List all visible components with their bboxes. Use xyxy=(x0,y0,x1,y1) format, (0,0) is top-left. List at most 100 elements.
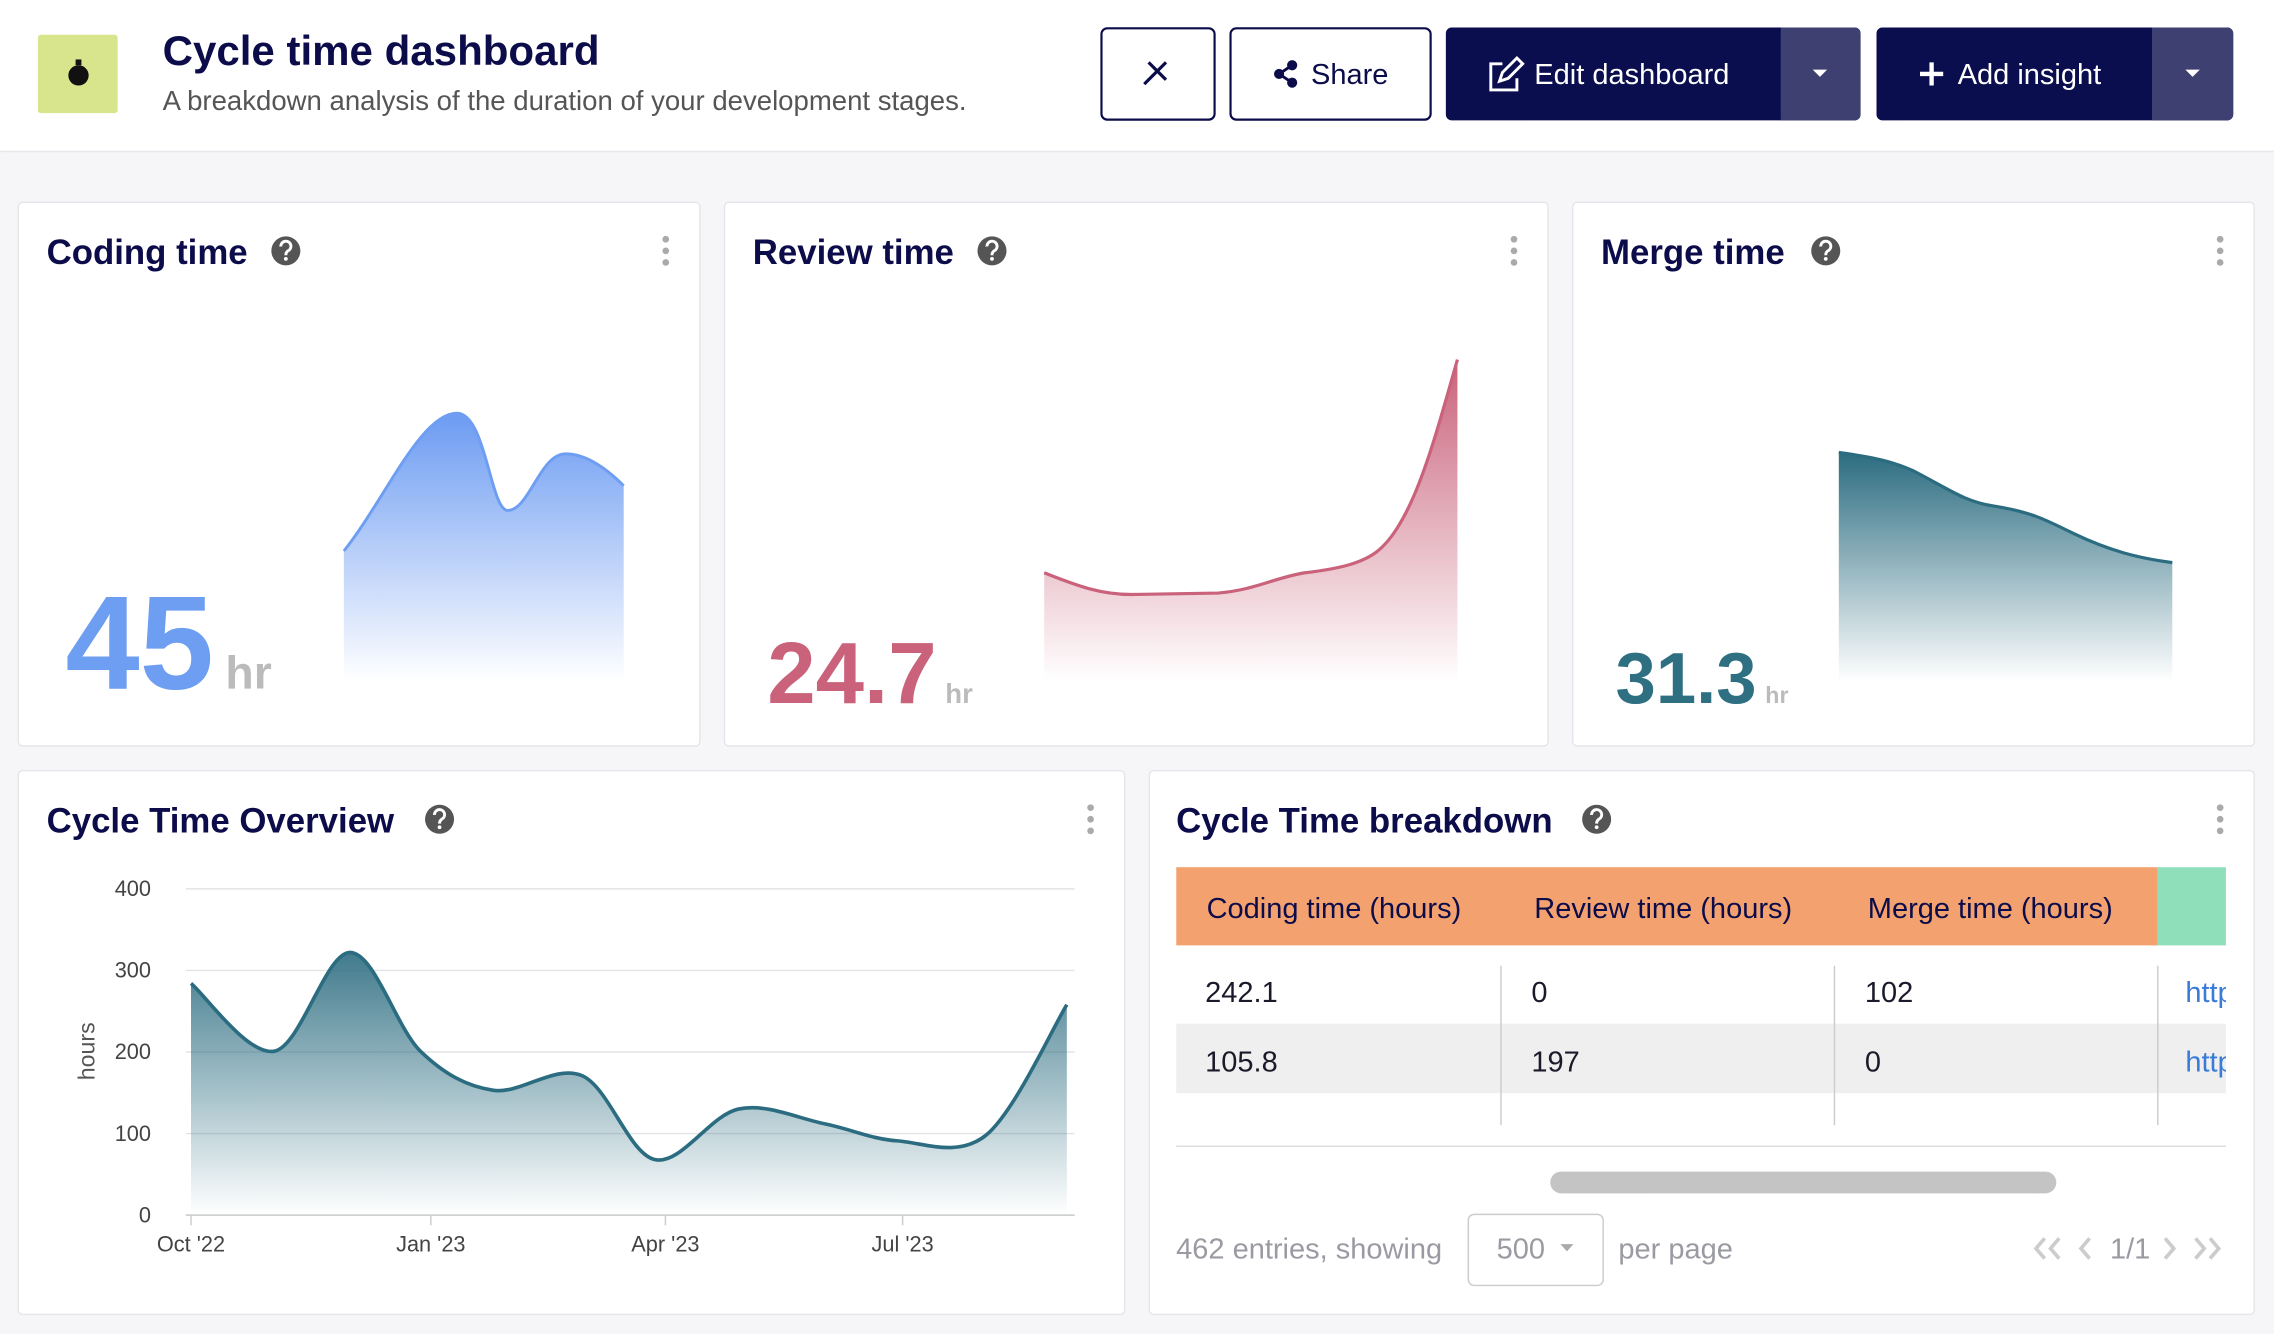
unit: hr xyxy=(945,678,973,709)
table-cell: 242.1 xyxy=(1205,977,1278,1009)
menu-dot xyxy=(1087,804,1094,811)
menu-dot xyxy=(1510,235,1518,243)
help-circle xyxy=(271,236,301,266)
line xyxy=(189,950,1069,1162)
menu-dot xyxy=(2216,804,2224,811)
pin-button[interactable] xyxy=(1100,27,1216,121)
x-tick-label: Apr '23 xyxy=(631,1231,699,1256)
table-row-bg xyxy=(1176,1093,2226,1126)
edit-dashboard-label: Edit dashboard xyxy=(1534,59,1729,91)
help-mark xyxy=(279,239,293,256)
stopwatch-icon xyxy=(68,59,89,86)
y-axis-label: hours xyxy=(73,1022,99,1080)
sparkline xyxy=(342,411,625,552)
x-tick-label: Jul '23 xyxy=(872,1231,934,1256)
help-icons xyxy=(271,236,1841,834)
help-mark xyxy=(985,239,999,256)
menu-dot xyxy=(2216,247,2224,255)
share-button[interactable]: Share xyxy=(1229,27,1432,121)
menu-dot xyxy=(1510,247,1518,255)
x-tick-label: Oct '22 xyxy=(157,1231,225,1256)
share-label: Share xyxy=(1311,59,1388,91)
table-cell: 105.8 xyxy=(1205,1047,1278,1079)
value: 31.3 xyxy=(1616,638,1757,719)
y-tick-label: 100 xyxy=(115,1121,151,1146)
table-link[interactable]: http xyxy=(2185,977,2233,1009)
table-cell: 102 xyxy=(1865,977,1913,1009)
table-cell: 0 xyxy=(1531,977,1547,1009)
help-dot xyxy=(283,256,288,261)
pagination-prev[interactable] xyxy=(2033,1237,2092,1260)
menu-dot xyxy=(662,235,670,243)
help-dot xyxy=(1594,825,1599,830)
metric-value: 31.3 hr xyxy=(1616,638,1789,719)
menu-dot xyxy=(1087,815,1094,823)
page-indicator: 1/1 xyxy=(2110,1234,2150,1266)
overview-chart: 0 100 200 300 400 Oct '22 Jan '23 Apr '23 Jul '2… xyxy=(115,876,1075,1256)
menu-dot xyxy=(2216,827,2224,835)
sparkline xyxy=(1043,359,1459,597)
edit-dashboard-button[interactable]: Edit dashboard xyxy=(1445,27,1861,121)
x-tick-label: Jan '23 xyxy=(396,1231,465,1256)
column-separators xyxy=(1500,965,2159,1126)
page-size: 500 xyxy=(1497,1234,1545,1266)
y-tick-label: 300 xyxy=(115,958,151,983)
table-link[interactable]: http xyxy=(2185,1047,2233,1079)
menu-dot xyxy=(2216,815,2224,823)
value: 45 xyxy=(65,569,213,718)
value: 24.7 xyxy=(767,625,936,722)
metric-value: 45 hr xyxy=(65,569,271,718)
page-size-select[interactable]: 500 xyxy=(1467,1213,1604,1287)
help-mark xyxy=(433,808,447,824)
help-circle xyxy=(425,804,455,834)
help-mark xyxy=(1590,808,1604,824)
card-title: Coding time xyxy=(47,233,248,272)
menu-dot xyxy=(1087,827,1094,835)
menu-dot xyxy=(1510,259,1518,266)
table-cell: 197 xyxy=(1531,1047,1579,1079)
table-header xyxy=(1176,867,2158,946)
add-insight-label: Add insight xyxy=(1958,59,2102,91)
menu-dot xyxy=(2216,259,2224,266)
column-header: Merge time (hours) xyxy=(1868,893,2113,925)
menu-dot xyxy=(2216,235,2224,243)
table-cell: 0 xyxy=(1865,1047,1881,1079)
help-dot xyxy=(990,256,994,261)
help-dot xyxy=(437,825,442,830)
table-header-extra xyxy=(2157,867,2226,946)
entries-text: 462 entries, showing xyxy=(1176,1234,1442,1266)
y-tick-label: 0 xyxy=(139,1202,151,1227)
sparkline-area xyxy=(1044,359,1458,682)
y-tick-label: 400 xyxy=(115,876,151,901)
column-header: Review time (hours) xyxy=(1534,893,1792,925)
help-circle xyxy=(1582,804,1612,834)
help-dot xyxy=(1823,256,1828,261)
metric-value: 24.7 hr xyxy=(767,625,973,722)
unit: hr xyxy=(1765,682,1788,708)
dashboard-subtitle: A breakdown analysis of the duration of … xyxy=(163,85,967,116)
card-title: Cycle Time Overview xyxy=(47,801,395,840)
add-insight-button[interactable]: Add insight xyxy=(1876,27,2234,121)
help-circle xyxy=(977,236,1007,266)
table-row-bg xyxy=(1176,1023,2226,1094)
card-title: Cycle Time breakdown xyxy=(1176,801,1552,840)
y-tick-label: 200 xyxy=(115,1039,151,1064)
help-mark xyxy=(1819,239,1833,256)
menu-dot xyxy=(662,259,670,266)
breakdown-table: Coding time (hours) Review time (hours) … xyxy=(1176,867,2233,1126)
card-title: Merge time xyxy=(1601,233,1785,272)
unit: hr xyxy=(225,647,271,699)
sparkline xyxy=(1838,450,2173,565)
scrollbar[interactable] xyxy=(1550,1171,2057,1194)
help-circle xyxy=(1811,236,1841,266)
menu-icons[interactable] xyxy=(662,235,2224,835)
menu-dot xyxy=(662,247,670,255)
pagination-next[interactable] xyxy=(2163,1237,2222,1260)
sparkline-area xyxy=(343,413,624,682)
dashboard-title: Cycle time dashboard xyxy=(163,27,600,74)
per-page-text: per page xyxy=(1618,1234,1733,1266)
area-fill xyxy=(191,952,1067,1216)
sparkline-area xyxy=(1838,452,2173,682)
